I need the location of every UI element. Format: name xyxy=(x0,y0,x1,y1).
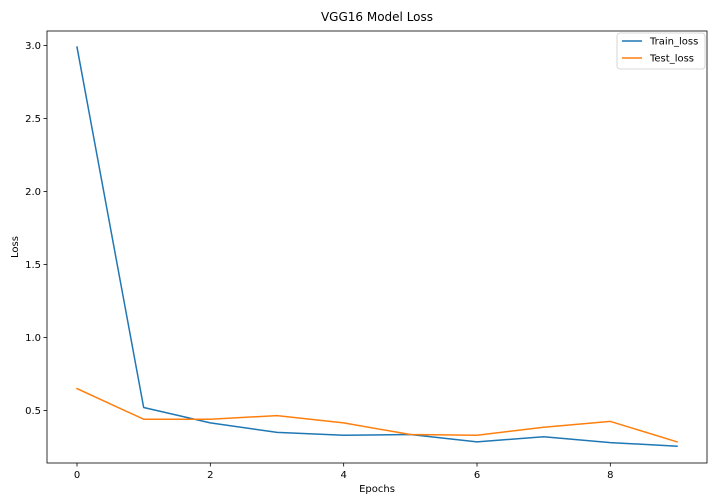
y-tick-label: 1.0 xyxy=(25,333,41,344)
legend-label: Train_loss xyxy=(649,37,698,48)
chart-title: VGG16 Model Loss xyxy=(321,10,433,24)
legend-box xyxy=(616,32,706,70)
x-tick-label: 4 xyxy=(340,470,346,481)
x-tick-label: 2 xyxy=(207,470,213,481)
y-axis-label: Loss xyxy=(10,236,21,258)
plot-area xyxy=(46,30,708,464)
series-layer xyxy=(76,46,678,448)
legend: Train_loss Test_loss xyxy=(616,32,706,70)
y-tick-label: 3.0 xyxy=(25,41,41,52)
x-axis-ticks: 0 2 4 6 8 xyxy=(74,463,614,481)
legend-label: Test_loss xyxy=(649,54,694,65)
series-line-test-loss xyxy=(76,387,678,443)
y-tick-label: 0.5 xyxy=(25,406,41,417)
y-tick-label: 2.0 xyxy=(25,187,41,198)
x-tick-label: 0 xyxy=(74,470,80,481)
series-line-train-loss xyxy=(76,46,678,448)
y-axis-ticks: 0.5 1.0 1.5 2.0 2.5 3.0 xyxy=(25,41,47,417)
y-tick-label: 2.5 xyxy=(25,114,41,125)
x-axis-label: Epochs xyxy=(359,484,395,495)
x-tick-label: 8 xyxy=(607,470,613,481)
x-tick-label: 6 xyxy=(474,470,480,481)
y-tick-label: 1.5 xyxy=(25,260,41,271)
